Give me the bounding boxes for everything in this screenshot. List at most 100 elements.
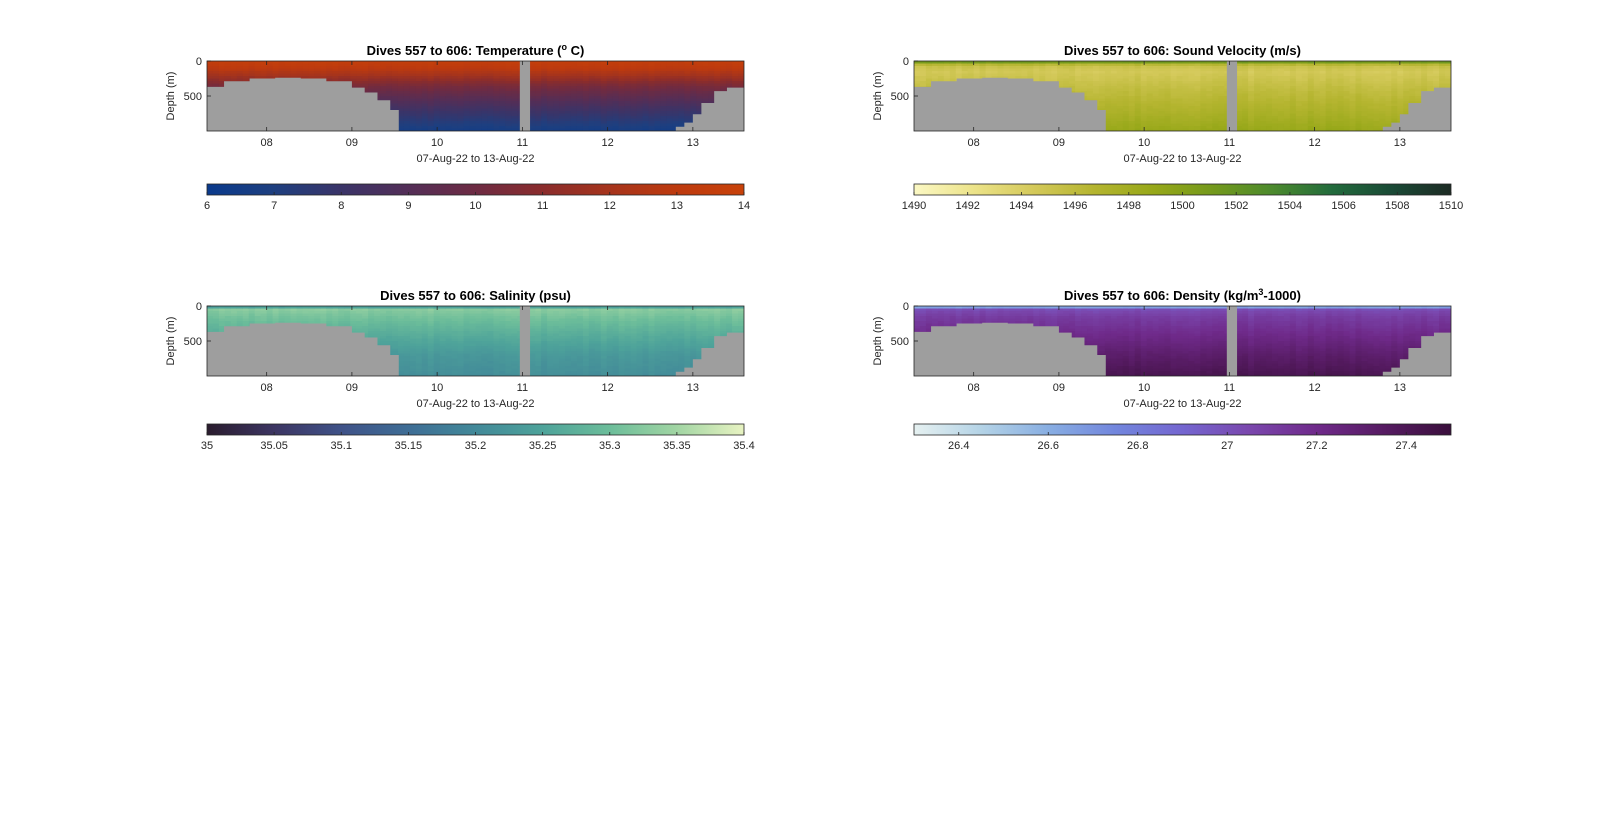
heatmap-cell xyxy=(654,106,662,110)
heatmap-cell xyxy=(1248,123,1255,127)
heatmap-cell xyxy=(1146,93,1154,97)
heatmap-cell xyxy=(559,83,566,87)
heatmap-cell xyxy=(684,88,691,92)
heatmap-cell xyxy=(493,103,500,107)
heatmap-cell xyxy=(1128,116,1136,120)
heatmap-cell xyxy=(1421,81,1428,85)
heatmap-cell xyxy=(967,63,975,67)
heatmap-cell xyxy=(1116,121,1124,125)
heatmap-cell xyxy=(636,86,644,90)
heatmap-cell xyxy=(1385,118,1392,122)
heatmap-cell xyxy=(427,66,435,70)
heatmap-cell xyxy=(409,118,417,122)
heatmap-cell xyxy=(529,101,536,105)
heatmap-cell xyxy=(696,73,703,77)
heatmap-cell xyxy=(624,83,632,87)
heatmap-cell xyxy=(1373,128,1380,131)
heatmap-cell xyxy=(919,78,927,82)
heatmap-cell xyxy=(481,81,489,85)
heatmap-cell xyxy=(720,86,727,90)
heatmap-cell xyxy=(684,93,691,97)
heatmap-cell xyxy=(535,78,542,82)
heatmap-cell xyxy=(475,96,483,100)
heatmap-cell xyxy=(1057,76,1064,80)
heatmap-cell xyxy=(955,68,963,72)
heatmap-cell xyxy=(1272,73,1279,77)
heatmap-cell xyxy=(1212,86,1219,90)
heatmap-cell xyxy=(421,68,429,72)
heatmap-cell xyxy=(666,71,673,75)
heatmap-cell xyxy=(433,108,441,112)
heatmap-cell xyxy=(1266,63,1273,67)
heatmap-cell xyxy=(332,73,339,77)
heatmap-cell xyxy=(415,73,423,77)
heatmap-cell xyxy=(1289,83,1297,87)
heatmap-cell xyxy=(1391,63,1398,67)
heatmap-cell xyxy=(1409,86,1416,90)
heatmap-cell xyxy=(1277,81,1285,85)
heatmap-cell xyxy=(1176,78,1184,82)
heatmap-cell xyxy=(451,63,459,67)
heatmap-cell xyxy=(1355,101,1363,105)
heatmap-cell xyxy=(914,63,921,67)
heatmap-cell xyxy=(1349,86,1357,90)
heatmap-cell xyxy=(618,61,626,65)
heatmap-cell xyxy=(1289,118,1297,122)
heatmap-cell xyxy=(397,91,405,95)
heatmap-cell xyxy=(1134,68,1142,72)
heatmap-cell xyxy=(212,78,220,82)
heatmap-cell xyxy=(570,86,578,90)
heatmap-cell xyxy=(1254,81,1261,85)
heatmap-cell xyxy=(439,88,447,92)
heatmap-cell xyxy=(505,98,512,102)
heatmap-cell xyxy=(559,93,566,97)
heatmap-cell xyxy=(1337,71,1345,75)
heatmap-cell xyxy=(1331,71,1339,75)
heatmap-cell xyxy=(1361,71,1369,75)
heatmap-cell xyxy=(1409,101,1416,105)
heatmap-cell xyxy=(529,78,536,82)
heatmap-cell xyxy=(1176,118,1184,122)
heatmap-cell xyxy=(308,66,315,70)
heatmap-cell xyxy=(553,61,560,65)
heatmap-cell xyxy=(403,91,411,95)
heatmap-cell xyxy=(1015,61,1022,65)
heatmap-cell xyxy=(1212,73,1219,77)
heatmap-cell xyxy=(708,86,715,90)
heatmap-cell xyxy=(1093,71,1100,75)
heatmap-cell xyxy=(1313,78,1321,82)
heatmap-cell xyxy=(559,126,566,130)
heatmap-cell xyxy=(648,63,656,67)
heatmap-cell xyxy=(648,98,656,102)
heatmap-cell xyxy=(1033,78,1040,82)
heatmap-cell xyxy=(943,68,951,72)
heatmap-cell xyxy=(1307,91,1315,95)
heatmap-cell xyxy=(1283,81,1291,85)
heatmap-cell xyxy=(1182,121,1190,125)
heatmap-cell xyxy=(1194,116,1201,120)
heatmap-cell xyxy=(1254,68,1261,72)
heatmap-cell xyxy=(380,93,387,97)
heatmap-cell xyxy=(600,71,608,75)
heatmap-cell xyxy=(1122,91,1130,95)
heatmap-cell xyxy=(1337,113,1345,117)
heatmap-cell xyxy=(1367,78,1375,82)
heatmap-cell xyxy=(487,128,494,131)
heatmap-cell xyxy=(570,123,578,127)
heatmap-cell xyxy=(1110,78,1118,82)
x-tick-label: 11 xyxy=(517,137,528,149)
heatmap-cell xyxy=(1134,78,1142,82)
heatmap-cell xyxy=(535,106,542,110)
heatmap-cell xyxy=(397,126,405,130)
heatmap-cell xyxy=(1307,103,1315,107)
heatmap-cell xyxy=(475,91,483,95)
heatmap-cell xyxy=(493,108,500,112)
heatmap-cell xyxy=(493,83,500,87)
heatmap-cell xyxy=(1272,68,1279,72)
heatmap-cell xyxy=(451,101,459,105)
heatmap-cell xyxy=(1313,88,1321,92)
heatmap-cell xyxy=(1194,71,1201,75)
heatmap-cell xyxy=(690,101,697,105)
heatmap-cell xyxy=(1075,66,1082,70)
heatmap-cell xyxy=(576,108,584,112)
